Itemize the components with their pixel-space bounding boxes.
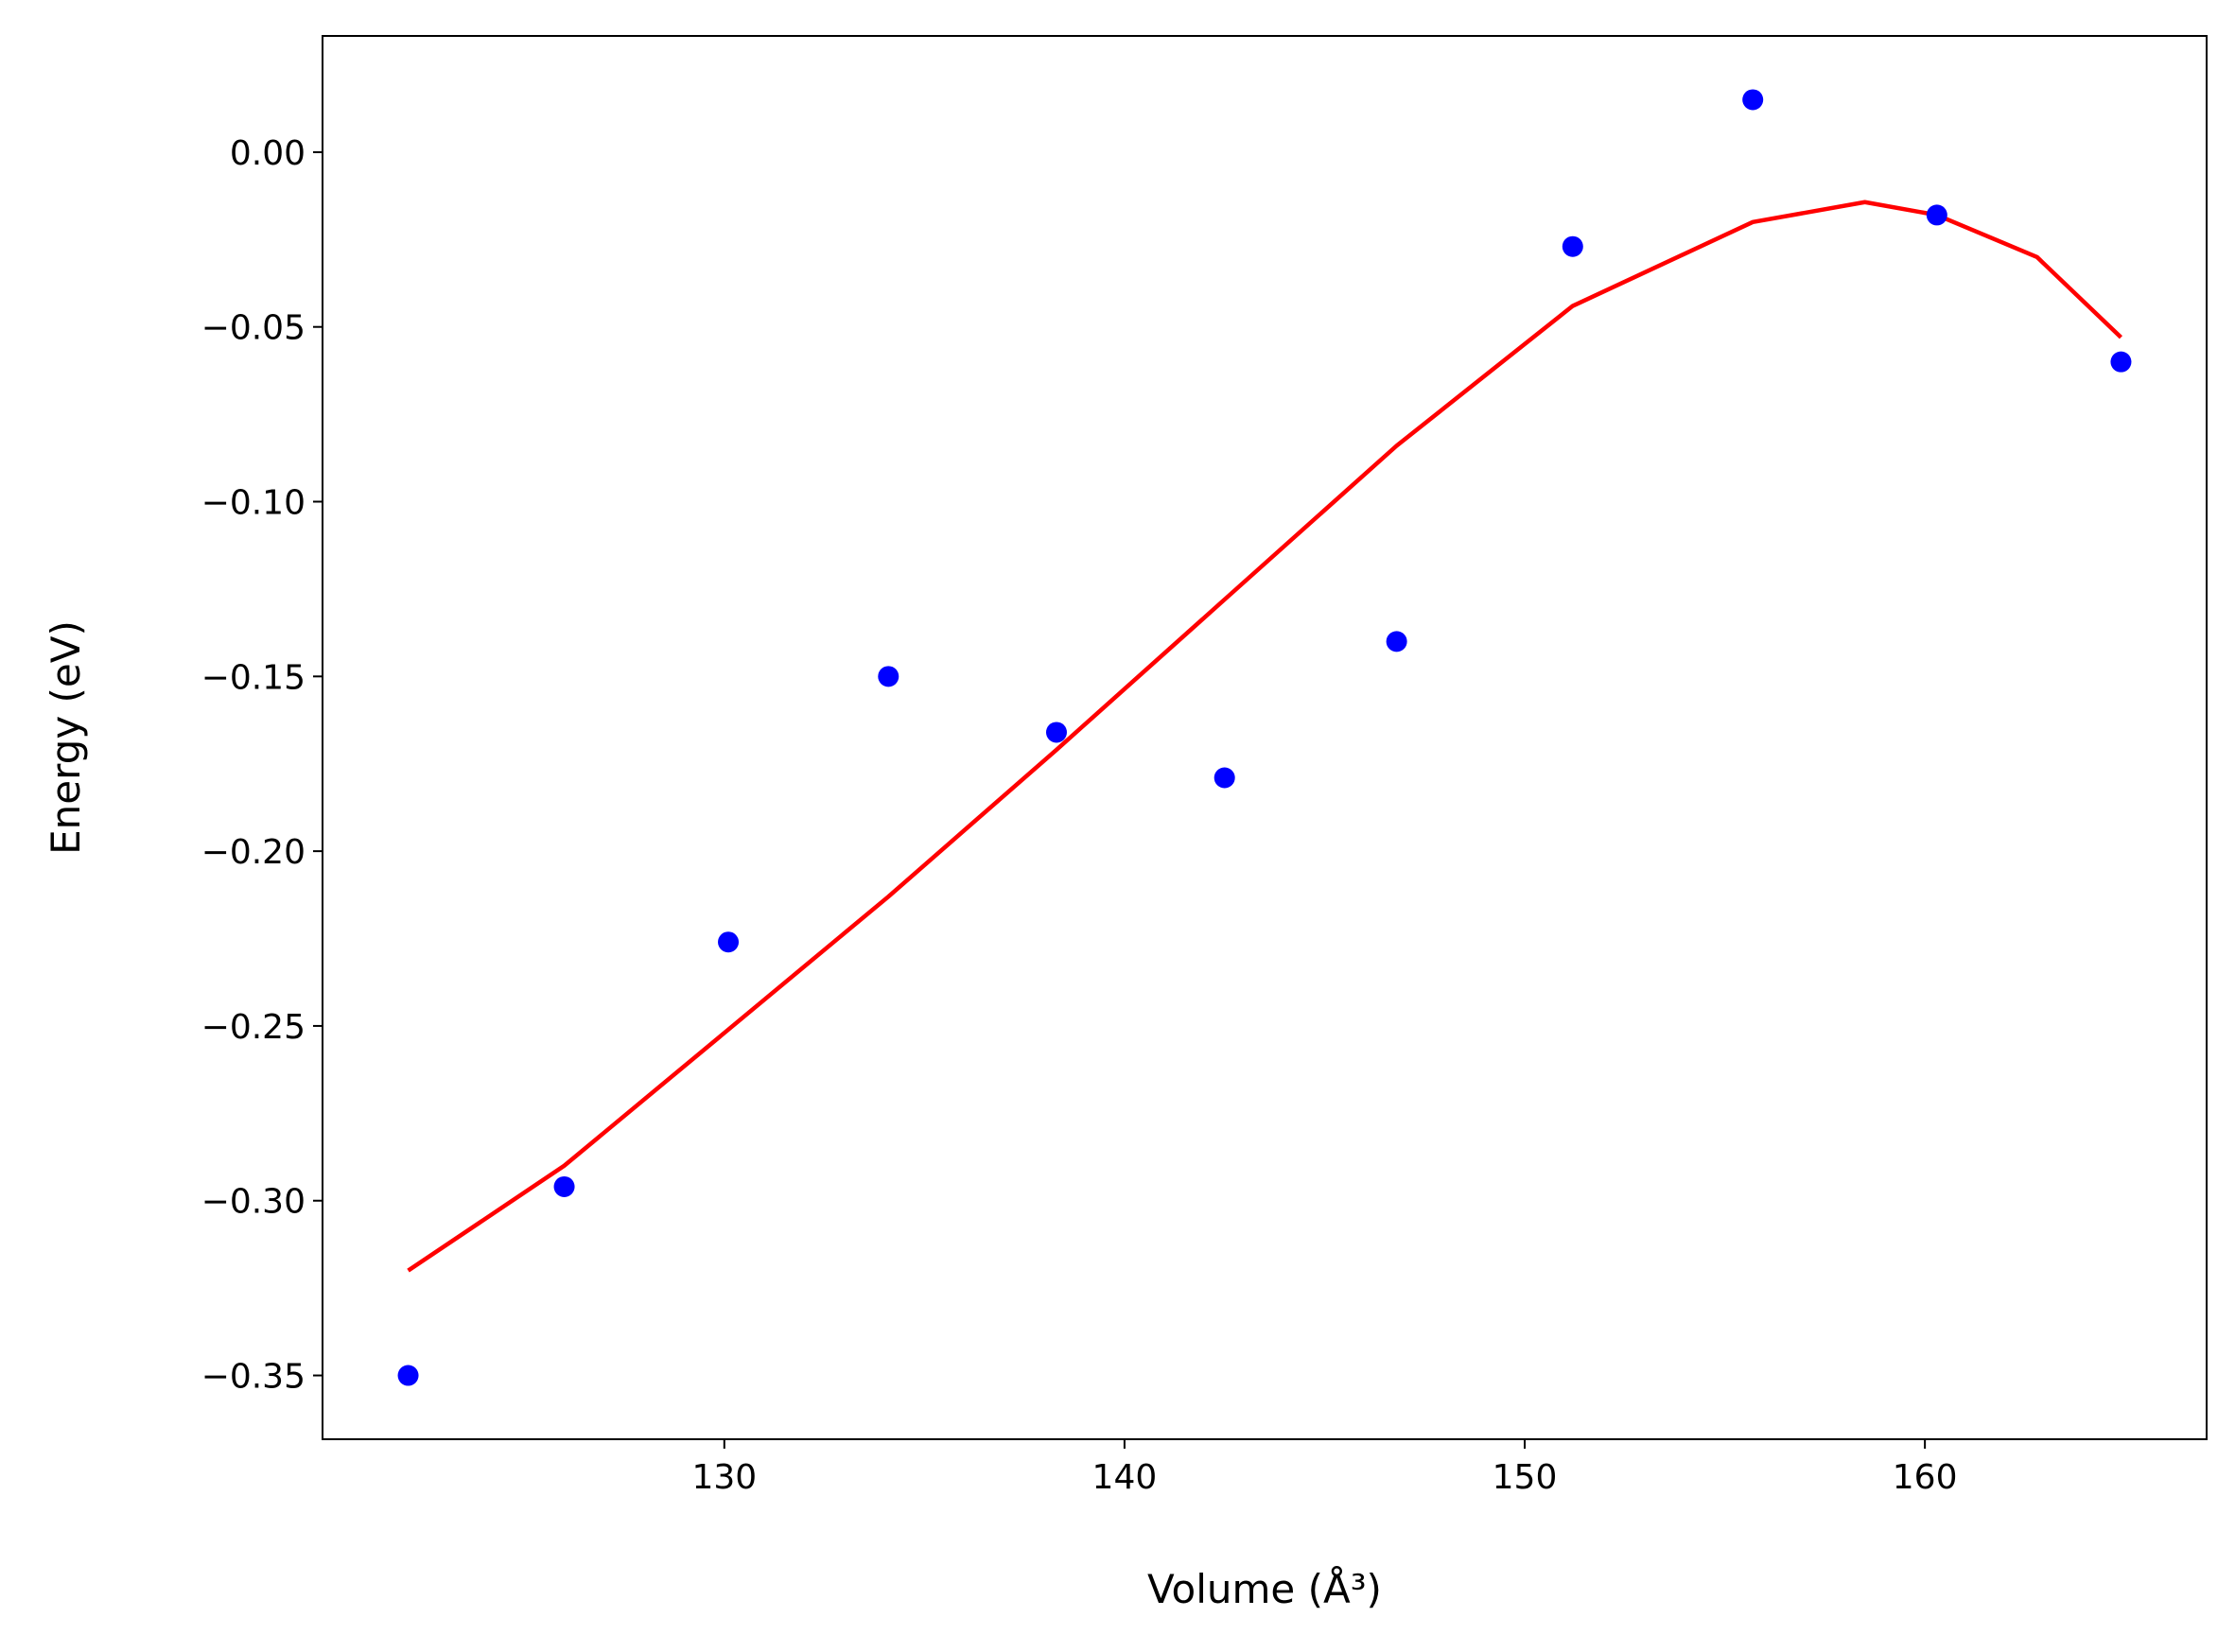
plot-frame (322, 35, 2208, 1440)
y-tick-label: −0.35 (201, 1358, 306, 1397)
fit-line (407, 200, 2123, 1273)
y-tick-label: −0.20 (201, 833, 306, 872)
data-point (1214, 767, 1235, 789)
y-tick-label: −0.30 (201, 1183, 306, 1222)
x-axis-label: Volume (Å³) (1147, 1565, 1382, 1612)
data-point (1045, 722, 1067, 743)
data-point (1742, 89, 1764, 111)
x-tick-label: 130 (691, 1458, 757, 1497)
data-point (2110, 351, 2132, 373)
data-point (1562, 235, 1583, 257)
y-tick-label: −0.15 (201, 658, 306, 697)
y-axis-label: Energy (eV) (43, 620, 89, 855)
data-point (1926, 204, 1947, 226)
x-tick-label: 160 (1893, 1458, 1958, 1497)
data-point (878, 666, 899, 687)
data-point (1386, 631, 1407, 652)
y-tick-label: −0.05 (201, 309, 306, 348)
y-tick-label: −0.25 (201, 1008, 306, 1047)
y-tick-label: −0.10 (201, 484, 306, 523)
y-tick-label: 0.00 (230, 134, 306, 173)
data-point (397, 1365, 419, 1386)
data-point (718, 931, 740, 953)
data-point (553, 1175, 575, 1197)
x-tick-label: 140 (1092, 1458, 1158, 1497)
x-tick-label: 150 (1493, 1458, 1558, 1497)
